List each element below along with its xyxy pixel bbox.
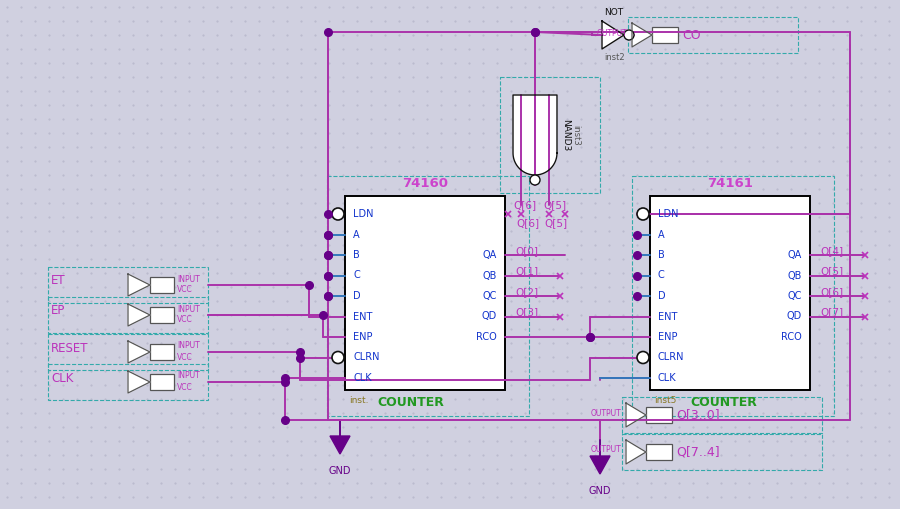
Text: Q[6]: Q[6] xyxy=(820,287,843,297)
Text: B: B xyxy=(353,250,360,260)
Text: VCC: VCC xyxy=(177,316,193,325)
Circle shape xyxy=(332,352,344,363)
Text: QA: QA xyxy=(482,250,497,260)
FancyBboxPatch shape xyxy=(150,277,174,293)
Text: Q[6]: Q[6] xyxy=(513,200,536,210)
Polygon shape xyxy=(632,23,652,47)
Text: EP: EP xyxy=(51,304,66,318)
Text: D: D xyxy=(658,291,666,301)
FancyBboxPatch shape xyxy=(150,374,174,390)
Text: A: A xyxy=(353,230,360,240)
Polygon shape xyxy=(128,371,150,393)
Text: VCC: VCC xyxy=(177,382,193,391)
Text: VCC: VCC xyxy=(177,286,193,295)
Text: Q[5]: Q[5] xyxy=(543,200,566,210)
Text: inst3: inst3 xyxy=(571,125,580,146)
Text: INPUT: INPUT xyxy=(177,304,200,314)
Circle shape xyxy=(637,208,649,220)
Text: QB: QB xyxy=(482,270,497,280)
Text: QB: QB xyxy=(788,270,802,280)
Circle shape xyxy=(624,30,634,40)
Text: ENP: ENP xyxy=(658,332,678,342)
Text: QC: QC xyxy=(788,291,802,301)
Text: ET: ET xyxy=(51,274,66,288)
Text: COUNTER: COUNTER xyxy=(690,396,757,409)
Text: OUTPUT: OUTPUT xyxy=(596,29,627,38)
Text: OUTPUT: OUTPUT xyxy=(590,409,621,417)
Text: A: A xyxy=(658,230,664,240)
Text: Q[5]: Q[5] xyxy=(820,267,843,276)
Text: Q[6]: Q[6] xyxy=(516,218,539,228)
Polygon shape xyxy=(626,403,646,427)
Text: RCO: RCO xyxy=(781,332,802,342)
Text: Q[4]: Q[4] xyxy=(820,246,843,256)
Text: LDN: LDN xyxy=(353,209,374,219)
Text: B: B xyxy=(658,250,665,260)
Text: CLRN: CLRN xyxy=(353,353,380,362)
Text: Q[7]: Q[7] xyxy=(820,307,843,318)
Text: GND: GND xyxy=(328,466,351,476)
Text: CLK: CLK xyxy=(51,372,74,384)
Text: CLK: CLK xyxy=(658,373,677,383)
Text: RESET: RESET xyxy=(51,342,88,354)
Text: C: C xyxy=(658,270,665,280)
Polygon shape xyxy=(128,341,150,363)
Text: CLK: CLK xyxy=(353,373,372,383)
Text: QC: QC xyxy=(482,291,497,301)
Text: CO: CO xyxy=(682,29,700,42)
Text: inst.: inst. xyxy=(349,396,368,405)
Text: NOT: NOT xyxy=(604,8,623,17)
Text: Q[0]: Q[0] xyxy=(515,246,538,256)
Text: Q[3]: Q[3] xyxy=(515,307,538,318)
Text: Q[1]: Q[1] xyxy=(515,267,538,276)
Text: GND: GND xyxy=(589,486,611,496)
Text: QD: QD xyxy=(482,312,497,322)
Polygon shape xyxy=(602,21,624,49)
Text: ENT: ENT xyxy=(658,312,678,322)
Polygon shape xyxy=(128,304,150,326)
Text: OUTPUT: OUTPUT xyxy=(590,445,621,455)
FancyBboxPatch shape xyxy=(646,444,672,460)
Text: QA: QA xyxy=(788,250,802,260)
Circle shape xyxy=(530,175,540,185)
Text: INPUT: INPUT xyxy=(177,372,200,381)
Text: Q[7..4]: Q[7..4] xyxy=(676,445,720,459)
Text: CLRN: CLRN xyxy=(658,353,685,362)
FancyBboxPatch shape xyxy=(652,27,678,43)
Text: inst5: inst5 xyxy=(654,396,677,405)
Polygon shape xyxy=(626,440,646,464)
Text: VCC: VCC xyxy=(177,353,193,361)
Text: Q[5]: Q[5] xyxy=(544,218,567,228)
Polygon shape xyxy=(513,95,557,175)
Text: Q[3..0]: Q[3..0] xyxy=(676,409,720,421)
FancyBboxPatch shape xyxy=(650,196,810,390)
Text: ENP: ENP xyxy=(353,332,373,342)
Text: 74161: 74161 xyxy=(707,177,753,190)
Text: LDN: LDN xyxy=(658,209,679,219)
FancyBboxPatch shape xyxy=(345,196,505,390)
FancyBboxPatch shape xyxy=(646,407,672,423)
Polygon shape xyxy=(128,274,150,296)
Polygon shape xyxy=(330,436,350,454)
Text: C: C xyxy=(353,270,360,280)
Text: D: D xyxy=(353,291,361,301)
Text: COUNTER: COUNTER xyxy=(377,396,444,409)
Text: inst2: inst2 xyxy=(604,53,625,62)
Text: 74160: 74160 xyxy=(402,177,448,190)
Polygon shape xyxy=(590,456,610,474)
Text: ENT: ENT xyxy=(353,312,373,322)
Text: Q[2]: Q[2] xyxy=(515,287,538,297)
Text: INPUT: INPUT xyxy=(177,342,200,351)
FancyBboxPatch shape xyxy=(150,307,174,323)
Circle shape xyxy=(332,208,344,220)
Circle shape xyxy=(637,352,649,363)
Text: RCO: RCO xyxy=(476,332,497,342)
Text: INPUT: INPUT xyxy=(177,274,200,284)
FancyBboxPatch shape xyxy=(150,344,174,360)
Text: QD: QD xyxy=(787,312,802,322)
Text: NAND3: NAND3 xyxy=(561,119,570,151)
